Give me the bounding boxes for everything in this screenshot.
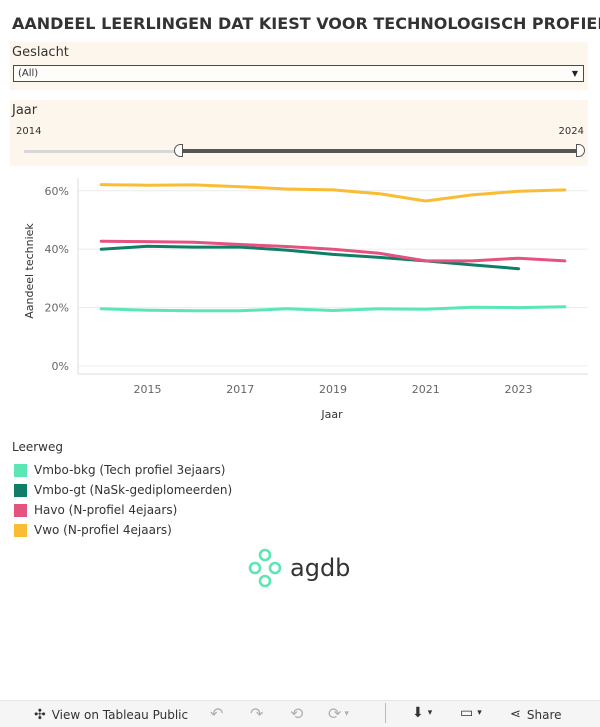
chart-title: AANDEEL LEERLINGEN DAT KIEST VOOR TECHNO… (12, 14, 600, 33)
x-tick-label: 2017 (226, 383, 254, 396)
share-label: Share (526, 707, 562, 722)
year-slider-range[interactable] (179, 149, 582, 153)
year-range-min: 2014 (16, 126, 42, 137)
legend-swatch (14, 503, 27, 517)
refresh-icon[interactable]: ⟳ ▾ (328, 704, 349, 723)
legend-swatch (14, 523, 27, 537)
year-filter: Jaar 2014 2024 (10, 100, 588, 166)
gender-filter-label: Geslacht (12, 45, 69, 60)
x-tick-label: 2023 (504, 383, 532, 396)
toolbar-divider (385, 703, 386, 723)
redo-icon[interactable]: ↷ (250, 704, 264, 723)
tableau-toolbar: ✣ View on Tableau Public ↶ ↷ ⟲ ⟳ ▾ ⬇ ▾ ▭ ▾ … (0, 700, 600, 727)
tableau-logo-icon: ✣ (34, 707, 46, 723)
logo-text: agdb (290, 554, 351, 582)
agdb-logo: agdb (248, 548, 350, 588)
y-tick-label: 60% (45, 185, 69, 198)
legend-title: Leerweg (12, 440, 63, 454)
y-tick-label: 0% (52, 360, 69, 373)
gender-select[interactable]: (All) ▼ (13, 65, 584, 82)
y-tick-label: 40% (45, 243, 69, 256)
legend-label: Vwo (N-profiel 4ejaars) (34, 523, 172, 537)
view-on-tableau-label: View on Tableau Public (51, 708, 189, 722)
dropdown-arrow-icon: ▼ (571, 69, 578, 78)
legend-label: Vmbo-gt (NaSk-gediplomeerden) (34, 483, 233, 497)
x-tick-label: 2019 (319, 383, 347, 396)
download-icon[interactable]: ⬇ ▾ (412, 705, 433, 721)
legend-item-vwo[interactable]: Vwo (N-profiel 4ejaars) (12, 520, 232, 540)
x-tick-label: 2015 (134, 383, 162, 396)
year-range-max: 2024 (558, 126, 584, 137)
series-line-3[interactable] (99, 183, 567, 203)
legend-item-vmbo-gt[interactable]: Vmbo-gt (NaSk-gediplomeerden) (12, 480, 232, 500)
share-button[interactable]: ⋖ Share (510, 707, 562, 722)
gender-filter: Geslacht (All) ▼ (10, 42, 588, 90)
logo-icon (248, 548, 282, 588)
legend-swatch (14, 463, 27, 477)
view-on-tableau-link[interactable]: ✣ View on Tableau Public (34, 707, 188, 723)
legend-swatch (14, 483, 27, 497)
year-slider-end-handle[interactable] (576, 144, 585, 157)
legend: Leerweg Vmbo-bkg (Tech profiel 3ejaars) … (12, 440, 232, 540)
line-chart: 0% 20% 40% 60% 2015 2017 2019 2021 2023 Aandeel … (23, 178, 588, 421)
y-tick-label: 20% (45, 302, 69, 315)
legend-label: Vmbo-bkg (Tech profiel 3ejaars) (34, 463, 226, 477)
x-tick-label: 2021 (412, 383, 440, 396)
year-slider-start-handle[interactable] (174, 144, 183, 157)
revert-icon[interactable]: ⟲ (290, 704, 304, 723)
year-filter-label: Jaar (12, 103, 38, 118)
share-icon: ⋖ (510, 707, 521, 722)
series-line-2[interactable] (99, 239, 567, 263)
series-line-1[interactable] (99, 244, 520, 271)
undo-icon[interactable]: ↶ (210, 704, 224, 723)
legend-label: Havo (N-profiel 4ejaars) (34, 503, 178, 517)
series-line-0[interactable] (99, 305, 567, 313)
gender-select-value: (All) (18, 68, 39, 79)
device-preview-icon[interactable]: ▭ ▾ (460, 705, 482, 721)
legend-item-havo[interactable]: Havo (N-profiel 4ejaars) (12, 500, 232, 520)
legend-item-vmbo-bkg[interactable]: Vmbo-bkg (Tech profiel 3ejaars) (12, 460, 232, 480)
y-axis-title: Aandeel techniek (23, 223, 36, 319)
x-axis-title: Jaar (320, 408, 343, 421)
